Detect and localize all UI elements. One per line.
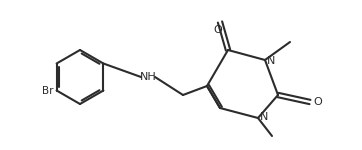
Text: N: N (267, 56, 275, 66)
Text: NH: NH (140, 72, 156, 82)
Text: N: N (260, 112, 268, 122)
Text: Br: Br (42, 85, 54, 96)
Text: O: O (214, 25, 222, 35)
Text: O: O (313, 97, 322, 107)
